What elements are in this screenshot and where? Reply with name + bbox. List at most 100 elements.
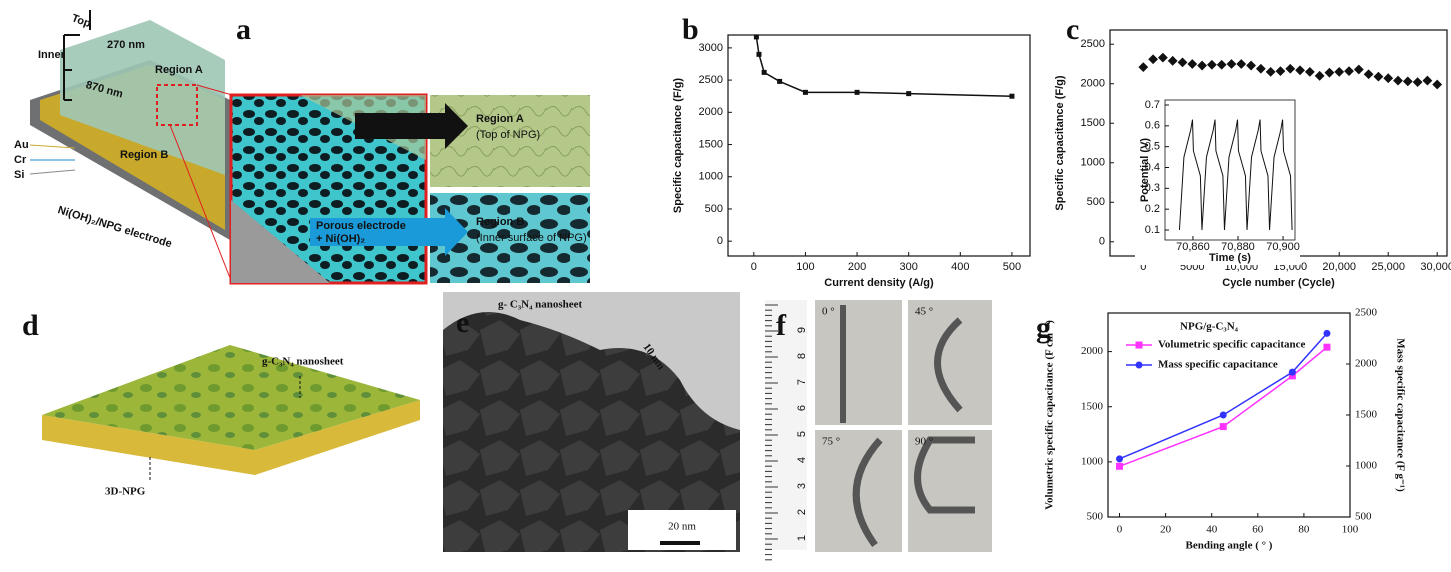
npg-edge [42, 400, 420, 475]
marker [1216, 59, 1227, 70]
y-tick-label: 1500 [1081, 117, 1105, 129]
background [443, 292, 740, 430]
x-axis-label: Current density (A/g) [824, 277, 934, 289]
substrate-area [231, 200, 330, 283]
zoom-line [196, 84, 233, 96]
marker [1323, 329, 1331, 337]
marker [1314, 70, 1325, 81]
y-tick-label: 0.4 [1145, 161, 1160, 173]
legend-marker [1135, 341, 1143, 349]
marker [802, 89, 808, 95]
y-tick-label: 1000 [1081, 455, 1104, 467]
marker [1383, 73, 1394, 84]
photo [815, 300, 902, 425]
x-tick-label: 100 [796, 261, 814, 273]
bracket [63, 10, 91, 101]
scale-label: 20 nm [668, 521, 696, 533]
y-tick-label: 0 [717, 235, 723, 247]
marker [1334, 66, 1345, 77]
chart: 0 5000 10,000 15,000 20,000 25,000 30,00005001… [1054, 29, 1451, 289]
marker [1402, 76, 1413, 87]
marker [1422, 75, 1433, 86]
marker [1288, 372, 1296, 380]
panel-letter: d [22, 309, 39, 342]
leader [29, 144, 76, 149]
y-tick-label: 500 [705, 203, 723, 215]
arrow [149, 376, 301, 480]
y-tick-label: 2000 [1355, 358, 1378, 370]
ruler-label: 3 [796, 483, 808, 489]
x-axis-label: Bending angle ( ° ) [1186, 540, 1273, 552]
label: + Ni(OH)₂ [316, 233, 365, 245]
x-tick-label: 0 [751, 261, 757, 273]
marker [1236, 59, 1247, 69]
marker [1138, 62, 1149, 73]
chart: 0 20 40 60 80 1005001000150020005001000150020… [1044, 307, 1407, 552]
y-tick-label: 0 [1099, 236, 1105, 248]
y-axis-label: Volumetric specific capacitance (F cm⁻³) [1044, 320, 1056, 510]
y-tick-label: 0.2 [1145, 203, 1160, 215]
label: (Top of NPG) [476, 129, 540, 141]
x-tick-label: 400 [951, 261, 969, 273]
chart-title: NPG/g-C₃N₄ [1180, 321, 1239, 333]
panel-letter: g [1036, 311, 1051, 344]
angle-label: 45 ° [915, 306, 933, 318]
y-tick-label: 2500 [1081, 38, 1105, 50]
marker [1288, 368, 1296, 376]
y2-axis-label: Mass specific capacitance (F g⁻¹) [1394, 338, 1406, 492]
marker [1167, 55, 1178, 66]
panel-f: f 0 ° 45 ° 75 ° 90 ° 1 2 3 4 5 6 7 8 9 [765, 300, 992, 561]
marker [1323, 343, 1331, 351]
y-tick-label: 1500 [699, 138, 723, 150]
strip [914, 436, 975, 514]
panel-letter: e [456, 306, 469, 339]
x-tick-label: 0 [1140, 261, 1146, 273]
x-tick-label: 300 [900, 261, 918, 273]
y-axis-label: Potential (V) [1139, 138, 1151, 203]
marker [1324, 67, 1335, 78]
x-tick-label: 70,900 [1266, 241, 1300, 253]
marker [1285, 63, 1296, 74]
x-tick-label: 20,000 [1322, 261, 1356, 273]
zoom-line [169, 124, 233, 284]
strip [840, 305, 846, 423]
y-tick-label: 1500 [1081, 400, 1104, 412]
panel-d: d g-C₃N₄ nanosheet 3D-NPG [22, 309, 420, 498]
x-axis-label: Time (s) [1209, 252, 1251, 264]
x-tick-label: 60 [1252, 524, 1264, 536]
y-tick-label: 1000 [1081, 157, 1105, 169]
marker [1344, 66, 1354, 76]
y-tick-label: 0.1 [1145, 224, 1160, 236]
marker [1304, 66, 1315, 77]
label: Si [14, 169, 24, 181]
plot-frame [727, 34, 1031, 257]
y-tick-label: 2500 [1355, 307, 1378, 319]
label: Region A [476, 113, 524, 125]
panel-letter: f [776, 309, 787, 342]
marker [1393, 75, 1403, 86]
marker [1353, 64, 1364, 75]
data-line [755, 36, 1012, 97]
x-tick-label: 20 [1160, 524, 1172, 536]
marker [1187, 59, 1198, 69]
ruler-label: 9 [796, 327, 808, 333]
ruler-label: 6 [796, 405, 808, 411]
marker [1177, 57, 1188, 68]
ruler-label: 8 [796, 353, 808, 359]
x-tick-label: 70,860 [1176, 241, 1210, 253]
marker [906, 91, 912, 97]
legend-marker [1135, 361, 1143, 369]
ruler-label: 7 [796, 379, 808, 385]
y-tick-label: 500 [1087, 511, 1104, 523]
marker [1432, 79, 1443, 90]
panel-e: e g- C₃N₄ nanosheet 10 nm 20 nm [443, 292, 740, 552]
data-line [1178, 119, 1293, 231]
marker [1373, 71, 1384, 82]
ruler-label: 5 [796, 431, 808, 437]
x-tick-label: 0 [1117, 524, 1123, 536]
angle-label: 0 ° [822, 306, 835, 318]
label: Cr [14, 154, 27, 166]
y-tick-label: 2000 [699, 106, 723, 118]
ruler-label: 1 [796, 535, 808, 541]
